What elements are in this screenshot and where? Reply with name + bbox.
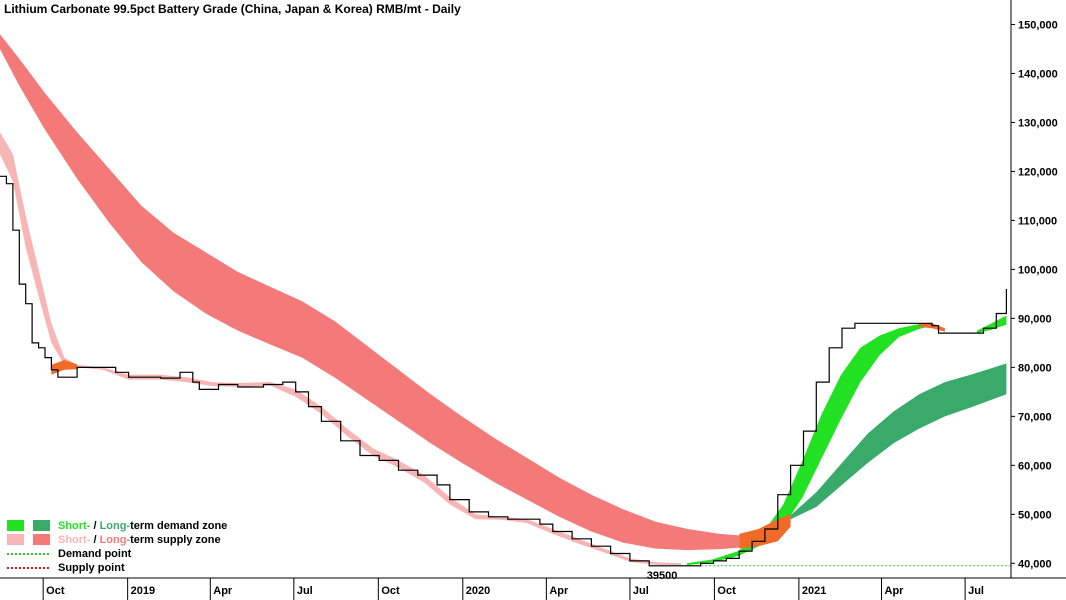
legend-short-swatch xyxy=(7,534,24,545)
y-tick-label: 70,000 xyxy=(1018,411,1052,423)
legend: Short- / Long-term demand zone Short- / L… xyxy=(7,520,227,574)
y-tick-label: 40,000 xyxy=(1018,558,1052,570)
long-term-demand-zone xyxy=(790,363,1007,520)
legend-long-swatch xyxy=(33,520,50,531)
short-term-demand-zone xyxy=(686,323,932,566)
x-tick-label: Apr xyxy=(549,585,569,597)
lines-layer xyxy=(0,175,1011,567)
y-tick-label: 130,000 xyxy=(1018,117,1058,129)
x-tick-label: Jul xyxy=(297,585,313,597)
y-tick-label: 140,000 xyxy=(1018,68,1058,80)
x-tick-label: Oct xyxy=(46,585,65,597)
x-tick-label: Oct xyxy=(381,585,400,597)
y-tick-label: 80,000 xyxy=(1018,362,1052,374)
annotations-layer: 39500 xyxy=(647,570,678,582)
legend-label: Supply point xyxy=(58,562,125,574)
y-tick-label: 60,000 xyxy=(1018,460,1052,472)
x-tick-label: Oct xyxy=(717,585,736,597)
x-tick-label: 2020 xyxy=(466,585,490,597)
legend-short-swatch xyxy=(7,520,24,531)
x-tick-label: Jul xyxy=(633,585,649,597)
x-tick-label: 2021 xyxy=(802,585,826,597)
y-tick-label: 100,000 xyxy=(1018,264,1058,276)
legend-long-swatch xyxy=(33,534,50,545)
legend-label: Short- / Long-term demand zone xyxy=(58,520,227,532)
y-tick-label: 50,000 xyxy=(1018,509,1052,521)
x-tick-label: 2019 xyxy=(131,585,155,597)
x-tick-label: Apr xyxy=(213,585,233,597)
y-tick-label: 110,000 xyxy=(1018,215,1057,227)
y-tick-label: 120,000 xyxy=(1018,166,1058,178)
chart-title: Lithium Carbonate 99.5pct Battery Grade … xyxy=(4,2,461,16)
y-tick-label: 150,000 xyxy=(1018,19,1058,31)
y-tick-label: 90,000 xyxy=(1018,313,1052,325)
x-tick-label: Apr xyxy=(885,585,905,597)
legend-label: Demand point xyxy=(58,548,132,560)
low-price-annotation: 39500 xyxy=(647,570,678,582)
legend-label: Short- / Long-term supply zone xyxy=(58,534,221,546)
price-line xyxy=(0,175,1007,567)
x-tick-label: Jul xyxy=(968,585,984,597)
